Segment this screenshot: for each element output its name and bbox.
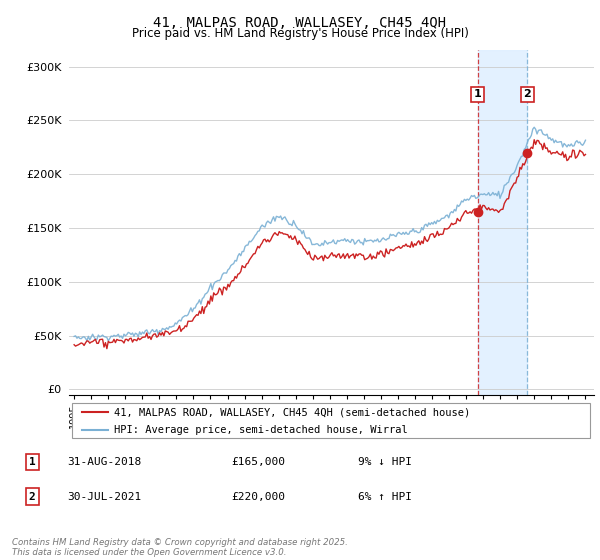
Text: £220,000: £220,000 — [231, 492, 285, 502]
Text: 31-AUG-2018: 31-AUG-2018 — [67, 457, 141, 467]
Text: 2: 2 — [523, 90, 531, 100]
Bar — [478, 50, 527, 395]
Text: 41, MALPAS ROAD, WALLASEY, CH45 4QH (semi-detached house): 41, MALPAS ROAD, WALLASEY, CH45 4QH (sem… — [113, 407, 470, 417]
Text: 2: 2 — [29, 492, 35, 502]
Text: 1: 1 — [474, 90, 481, 100]
Text: Contains HM Land Registry data © Crown copyright and database right 2025.
This d: Contains HM Land Registry data © Crown c… — [12, 538, 348, 557]
Text: 9% ↓ HPI: 9% ↓ HPI — [358, 457, 412, 467]
FancyBboxPatch shape — [71, 403, 590, 438]
Text: 1: 1 — [29, 457, 35, 467]
Text: HPI: Average price, semi-detached house, Wirral: HPI: Average price, semi-detached house,… — [113, 424, 407, 435]
Text: £165,000: £165,000 — [231, 457, 285, 467]
Text: 6% ↑ HPI: 6% ↑ HPI — [358, 492, 412, 502]
Text: Price paid vs. HM Land Registry's House Price Index (HPI): Price paid vs. HM Land Registry's House … — [131, 27, 469, 40]
Text: 41, MALPAS ROAD, WALLASEY, CH45 4QH: 41, MALPAS ROAD, WALLASEY, CH45 4QH — [154, 16, 446, 30]
Text: 30-JUL-2021: 30-JUL-2021 — [67, 492, 141, 502]
